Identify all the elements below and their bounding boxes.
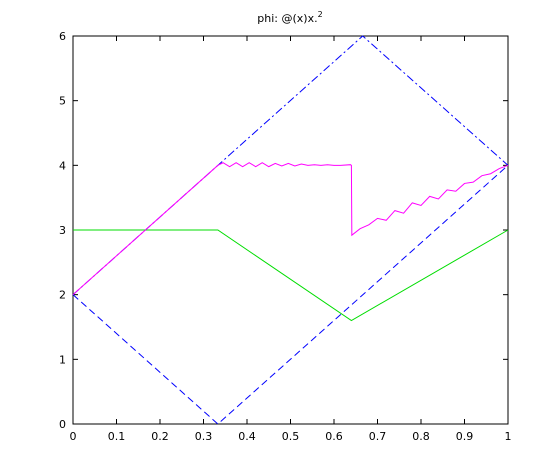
series-line-2	[72, 164, 509, 425]
y-tick-label: 1	[59, 353, 66, 366]
series-line-3	[73, 229, 509, 322]
y-tick-label: 3	[59, 224, 66, 237]
series-line-4	[72, 162, 509, 296]
x-tick-label: 1	[505, 430, 512, 443]
x-tick-label: 0.8	[412, 430, 430, 443]
y-tick-label: 4	[59, 159, 66, 172]
y-tick-label: 0	[59, 418, 66, 431]
y-tick-label: 5	[59, 95, 66, 108]
ticks-layer: 0 0.1 0.2 0.3 0.4 0.5 0.6 0.7 0.8 0.9 1 0 1 2 3 4 5 6	[59, 30, 512, 443]
x-tick-label: 0.3	[195, 430, 213, 443]
x-tick-label: 0.7	[369, 430, 387, 443]
chart-title-superscript: 2	[318, 10, 323, 19]
chart-title: phi: @(x)x.2	[257, 10, 322, 25]
chart-title-main: phi: @(x)x.	[257, 12, 317, 25]
y-tick-label: 6	[59, 30, 66, 43]
series-line-1	[72, 35, 509, 296]
y-tick-label: 2	[59, 289, 66, 302]
x-tick-label: 0.5	[282, 430, 300, 443]
x-tick-label: 0.4	[238, 430, 256, 443]
series-layer	[72, 35, 509, 425]
x-tick-label: 0.1	[108, 430, 126, 443]
x-tick-label: 0.9	[456, 430, 474, 443]
x-tick-label: 0.6	[325, 430, 343, 443]
x-tick-label: 0.2	[151, 430, 169, 443]
x-tick-label: 0	[70, 430, 77, 443]
